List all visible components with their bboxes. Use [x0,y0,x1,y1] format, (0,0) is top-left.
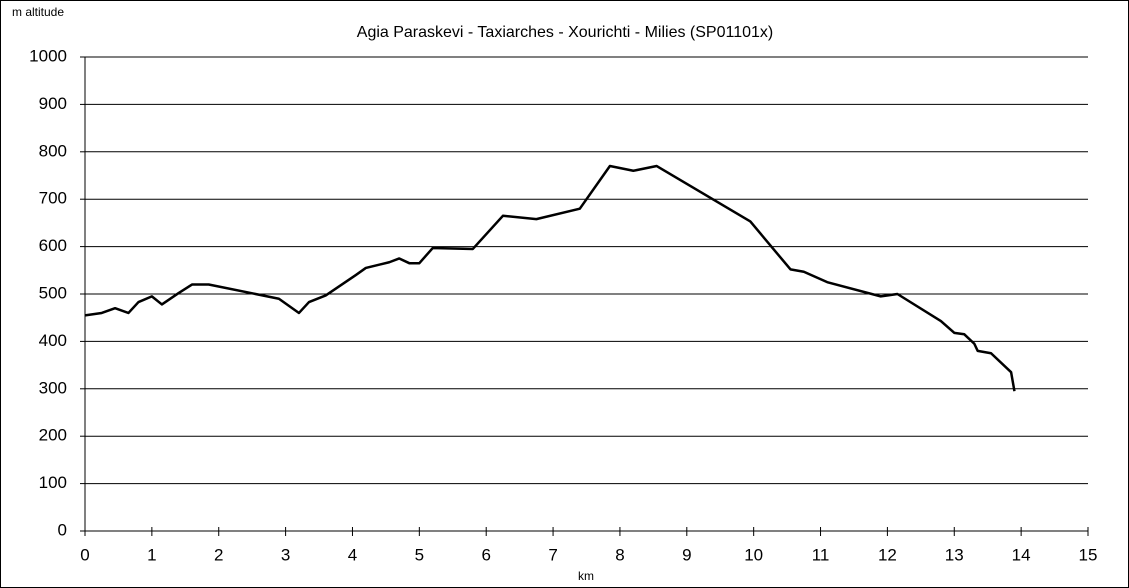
y-tick-label: 0 [58,520,67,539]
x-axis-label: km [578,569,594,583]
x-tick-label: 5 [415,545,424,564]
x-tick-label: 4 [348,545,357,564]
x-tick-label: 8 [615,545,624,564]
y-tick-label: 300 [39,378,67,397]
x-tick-label: 2 [214,545,223,564]
chart-title: Agia Paraskevi - Taxiarches - Xourichti … [357,24,773,41]
x-tick-label: 0 [80,545,89,564]
x-tick-label: 9 [682,545,691,564]
x-tick-label: 12 [878,545,897,564]
y-tick-label: 200 [39,426,67,445]
x-tick-label: 14 [1012,545,1031,564]
y-axis-label: m altitude [12,5,64,19]
y-tick-label: 400 [39,331,67,350]
x-tick-label: 7 [548,545,557,564]
y-tick-label: 1000 [29,46,67,65]
x-tick-label: 1 [147,545,156,564]
y-tick-label: 700 [39,189,67,208]
x-tick-label: 11 [812,545,830,564]
y-tick-label: 600 [39,236,67,255]
line [84,164,1016,392]
y-tick-label: 500 [39,283,67,302]
y-tick-label: 100 [39,473,67,492]
y-tick-label: 800 [39,141,67,160]
x-tick-label: 3 [281,545,290,564]
x-tick-label: 10 [744,545,763,564]
x-tick-label: 6 [481,545,490,564]
x-tick-label: 13 [945,545,964,564]
x-tick-label: 15 [1079,545,1098,564]
y-tick-label: 900 [39,94,67,113]
